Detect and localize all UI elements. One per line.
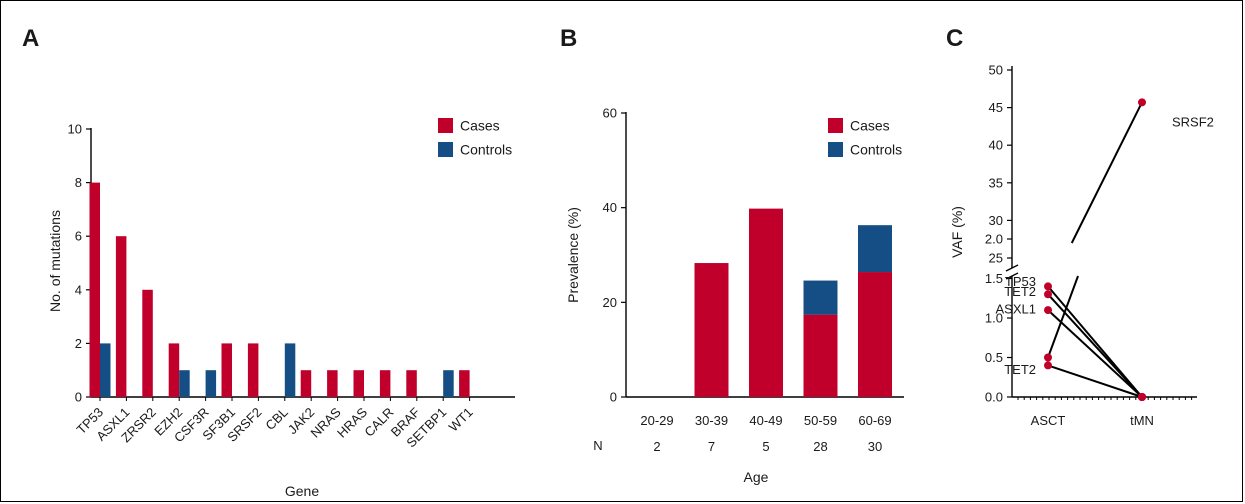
bar-cases (459, 370, 470, 397)
y-tick-label-a: 4 (75, 282, 82, 297)
bar-cases (247, 343, 259, 397)
legend-label-cases: Cases (460, 118, 500, 134)
bar-cases (353, 370, 364, 397)
panel-letter-a: A (22, 25, 39, 52)
gene-label: TET2 (1004, 362, 1036, 377)
n-row-label: N (593, 438, 602, 453)
bar-cases (142, 289, 153, 397)
gene-label: ASXL1 (996, 302, 1036, 317)
y-tick-label-c: 1.0 (985, 311, 1003, 326)
vaf-line (1047, 309, 1143, 398)
legend-swatch-cases (828, 118, 843, 133)
panel-b: B 0 20 40 60 20-29 2 30-39 7 40-49 5 50-59 28 60-69 3… (560, 25, 904, 485)
gene-label: SRSF2 (1172, 114, 1214, 129)
bar-cases (89, 182, 100, 397)
y-tick-label-c: 35 (989, 175, 1003, 190)
bar-cases (803, 314, 838, 397)
axis-break-mark (1005, 264, 1019, 272)
vaf-point-asct (1044, 282, 1052, 291)
vaf-line (1047, 364, 1143, 398)
x-tick-label-c: ASCT (1031, 413, 1066, 428)
panel-c: C 25 30 35 40 45 50 0.0 0.5 1.0 1.5 2.0 ASCT tMN TP53… (946, 25, 1214, 428)
bar-cases (858, 272, 892, 397)
gene-label: TET2 (1004, 284, 1036, 299)
bar-cases (694, 263, 729, 397)
bar-controls (443, 370, 454, 397)
bar-cases (221, 343, 232, 397)
bar-cases (168, 343, 180, 397)
panel-letter-c: C (946, 25, 963, 52)
x-tick-label-c: tMN (1130, 413, 1154, 428)
vaf-point-asct (1044, 353, 1052, 362)
n-value: 5 (762, 439, 769, 454)
x-tick-label-b: 20-29 (640, 413, 673, 428)
y-tick-label-c: 45 (989, 100, 1003, 115)
y-tick-label-a: 6 (75, 229, 82, 244)
y-tick-label-c: 40 (989, 138, 1003, 153)
x-tick-label-b: 30-39 (695, 413, 728, 428)
vaf-point-asct (1044, 361, 1052, 370)
axis-title-x-a: Gene (285, 483, 319, 499)
bar-controls (858, 225, 892, 273)
x-tick-label-b: 50-59 (804, 413, 837, 428)
vaf-line (1070, 101, 1143, 244)
x-tick-label-a: WT1 (446, 405, 476, 435)
y-tick-label-c: 30 (989, 213, 1003, 228)
axis-title-y-c: VAF (%) (949, 206, 965, 258)
x-tick-label-b: 60-69 (858, 413, 891, 428)
panel-letter-b: B (560, 25, 577, 52)
y-tick-label-a: 2 (75, 336, 82, 351)
bar-cases (379, 370, 391, 397)
bar-cases (300, 370, 312, 397)
y-tick-label-b: 40 (603, 200, 617, 215)
y-tick-label-c: 25 (989, 251, 1003, 266)
y-tick-label-b: 0 (610, 390, 617, 405)
vaf-point-tmn (1138, 393, 1146, 401)
y-tick-label-a: 10 (68, 122, 82, 137)
legend-swatch-controls (828, 142, 843, 157)
y-tick-label-c: 2.0 (985, 232, 1003, 247)
y-tick-label-b: 20 (603, 295, 617, 310)
x-tick-label-b: 40-49 (749, 413, 782, 428)
bar-controls (205, 370, 217, 397)
n-value: 2 (653, 439, 660, 454)
vaf-point-tmn (1138, 98, 1146, 107)
bar-cases (406, 370, 417, 397)
bar-controls (100, 343, 111, 397)
y-tick-label-c: 50 (989, 63, 1003, 78)
legend-label-cases: Cases (850, 118, 890, 134)
y-tick-label-c: 0.5 (985, 350, 1003, 365)
panel-a: A 0246810TP53ASXL1ZRSR2EZH2CSF3RSF3B1SRS… (22, 25, 515, 499)
x-tick-label-a: CALR (361, 405, 396, 440)
legend-swatch-controls (438, 142, 453, 157)
legend-label-controls: Controls (850, 142, 902, 158)
bar-cases (749, 208, 783, 397)
vaf-line (1047, 293, 1143, 398)
axis-title-y-b: Prevalence (%) (565, 207, 581, 303)
n-value: 30 (868, 439, 882, 454)
n-value: 7 (708, 439, 715, 454)
vaf-point-asct (1044, 290, 1052, 299)
y-tick-label-a: 8 (75, 175, 82, 190)
y-tick-label-b: 60 (603, 106, 617, 121)
bar-cases (327, 370, 338, 397)
legend-swatch-cases (438, 118, 453, 133)
y-tick-label-a: 0 (75, 390, 82, 405)
bar-controls (179, 370, 190, 397)
axis-title-x-b: Age (744, 469, 769, 485)
n-value: 28 (813, 439, 827, 454)
bar-controls (284, 343, 296, 397)
vaf-line (1047, 275, 1079, 358)
y-tick-label-c: 0.0 (985, 390, 1003, 405)
axis-title-y-a: No. of mutations (47, 210, 63, 312)
y-tick-label-c: 1.5 (985, 271, 1003, 286)
bar-controls (803, 280, 838, 315)
x-tick-label-a: HRAS (334, 404, 370, 440)
legend-label-controls: Controls (460, 142, 512, 158)
vaf-point-asct (1044, 306, 1052, 315)
bar-cases (115, 236, 127, 397)
gene-label: TP53 (1005, 274, 1036, 289)
